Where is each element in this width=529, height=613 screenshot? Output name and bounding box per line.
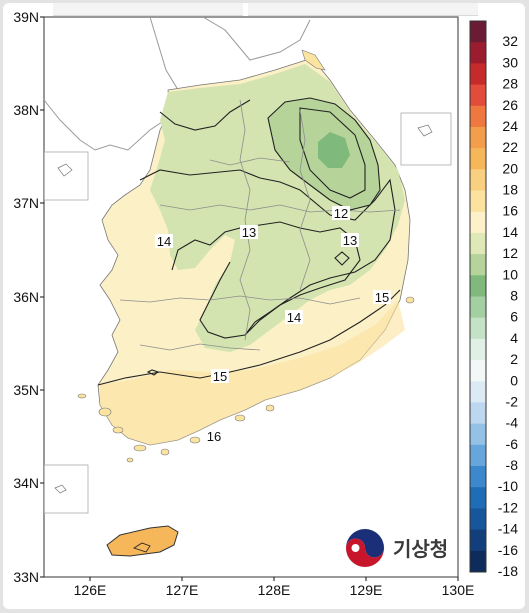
inset-island: [57, 163, 73, 177]
colorbar-level-label: -4: [506, 415, 519, 431]
colorbar-swatch: [470, 254, 486, 276]
colorbar-level-label: 12: [502, 245, 518, 261]
lon-axis: 126E 127E 128E 129E 130E: [74, 577, 475, 598]
colorbar-level-label: 22: [502, 139, 518, 155]
colorbar-swatch: [470, 42, 486, 64]
contour-label: 15: [213, 369, 227, 384]
colorbar-level-label: -18: [498, 563, 518, 579]
colorbar-swatch: [470, 550, 486, 573]
colorbar-swatch: [470, 21, 486, 43]
colorbar-level-label: 30: [502, 54, 518, 70]
lat-tick-label: 38N: [13, 102, 39, 118]
jeju-island: [106, 525, 179, 557]
lon-tick-label: 128E: [258, 582, 291, 598]
colorbar-swatch: [470, 529, 486, 552]
colorbar-swatch: [470, 381, 486, 403]
lat-tick-label: 35N: [13, 382, 39, 398]
contour-lines: [97, 97, 401, 386]
colorbar-level-label: -14: [498, 521, 518, 537]
contour-label: 15: [375, 290, 389, 305]
northeast-coast: [301, 49, 326, 71]
colorbar-level-label: -16: [498, 542, 518, 558]
colorbar-swatch: [470, 126, 486, 149]
lon-tick-label: 127E: [166, 582, 199, 598]
colorbar-swatch: [470, 487, 486, 509]
colorbar-level-label: 14: [502, 224, 518, 240]
colorbar-swatch: [470, 338, 486, 361]
kma-logo: 기상청: [345, 528, 448, 568]
colorbar-level-label: -6: [506, 436, 519, 452]
colorbar-level-label: -2: [506, 393, 519, 409]
contour-label: 14: [157, 234, 171, 249]
colorbar-swatch: [470, 148, 486, 170]
colorbar: 32302826242220181614121086420-2-4-6-8-10…: [469, 20, 519, 579]
colorbar-swatch: [470, 211, 486, 234]
colorbar-swatch: [470, 169, 486, 192]
lat-tick-label: 36N: [13, 289, 39, 305]
zone-14-15: [100, 300, 405, 445]
lat-tick-label: 33N: [13, 569, 39, 585]
colorbar-level-label: 2: [510, 351, 518, 367]
lat-tick-label: 39N: [13, 9, 39, 25]
lon-tick-label: 129E: [350, 582, 383, 598]
colorbar-level-label: 6: [510, 309, 518, 325]
lat-axis: 39N 38N 37N 36N 35N 34N 33N: [13, 9, 44, 585]
colorbar-swatch: [470, 508, 486, 531]
colorbar-swatch: [470, 466, 486, 488]
colorbar-level-label: 32: [502, 33, 518, 49]
southern-islands: [77, 296, 415, 463]
colorbar-swatch: [470, 444, 486, 467]
lon-tick-label: 126E: [74, 582, 107, 598]
colorbar-swatch: [470, 360, 486, 382]
lat-tick-label: 34N: [13, 475, 39, 491]
inset-boxes: [44, 112, 452, 514]
zone-8-9: [318, 132, 350, 168]
colorbar-swatch: [470, 84, 486, 107]
colorbar-level-label: 20: [502, 160, 518, 176]
colorbar-level-label: -8: [506, 457, 519, 473]
colorbar-level-label: -12: [498, 499, 518, 515]
colorbar-level-label: 28: [502, 76, 518, 92]
ulleungdo-island: [417, 124, 433, 137]
colorbar-border: [469, 20, 487, 573]
colorbar-level-label: -10: [498, 478, 518, 494]
colorbar-swatch: [470, 275, 486, 297]
colorbar-swatch: [470, 190, 486, 213]
colorbar-level-label: 8: [510, 288, 518, 304]
contour-label: 16: [207, 429, 221, 444]
temperature-map: 12 13 13 14 14 15 15 16 39N 38N 3: [13, 9, 519, 598]
jeju-contour: [133, 542, 151, 553]
agency-name: 기상청: [393, 538, 448, 561]
colorbar-swatch: [470, 402, 486, 425]
province-boundaries: [119, 99, 401, 351]
inset-island: [54, 484, 67, 494]
colorbar-level-label: 4: [510, 330, 518, 346]
colorbar-level-label: 18: [502, 182, 518, 198]
colorbar-level-label: 24: [502, 118, 518, 134]
contour-label: 14: [287, 310, 301, 325]
colorbar-level-label: 0: [510, 372, 518, 388]
contour-label: 13: [343, 233, 357, 248]
colorbar-swatch: [470, 296, 486, 319]
colorbar-level-label: 26: [502, 97, 518, 113]
colorbar-swatch: [470, 423, 486, 446]
contour-label-group: 12 13 13 14 14 15 15 16: [155, 206, 391, 444]
colorbar-swatch: [470, 105, 486, 128]
contour-label: 13: [242, 225, 256, 240]
colorbar-level-label: 16: [502, 203, 518, 219]
window-tab-bar: [53, 3, 243, 16]
window-tab-bar: [248, 3, 478, 16]
colorbar-swatch: [470, 232, 486, 255]
colorbar-level-label: 10: [502, 266, 518, 282]
colorbar-swatch: [470, 317, 486, 340]
contour-label: 12: [334, 206, 348, 221]
lon-tick-label: 130E: [442, 582, 475, 598]
lat-tick-label: 37N: [13, 195, 39, 211]
colorbar-swatch: [470, 63, 486, 86]
map-frame: 12 13 13 14 14 15 15 16 39N 38N 3: [3, 3, 525, 609]
